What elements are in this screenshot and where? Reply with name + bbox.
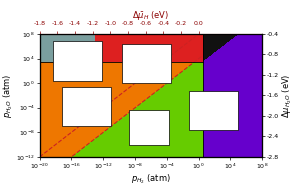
- Bar: [53, 41, 102, 81]
- X-axis label: $\Delta\bar{\mu}_H$ (eV): $\Delta\bar{\mu}_H$ (eV): [132, 9, 170, 22]
- Y-axis label: $p_{H_2O}$ (atm): $p_{H_2O}$ (atm): [1, 73, 15, 118]
- Bar: [189, 91, 238, 130]
- Bar: [62, 87, 111, 126]
- Bar: [129, 110, 169, 145]
- Bar: [122, 44, 171, 83]
- X-axis label: $p_{H_2}$ (atm): $p_{H_2}$ (atm): [131, 172, 171, 186]
- Y-axis label: $\Delta\mu_{H_2O}$ (eV): $\Delta\mu_{H_2O}$ (eV): [281, 73, 294, 118]
